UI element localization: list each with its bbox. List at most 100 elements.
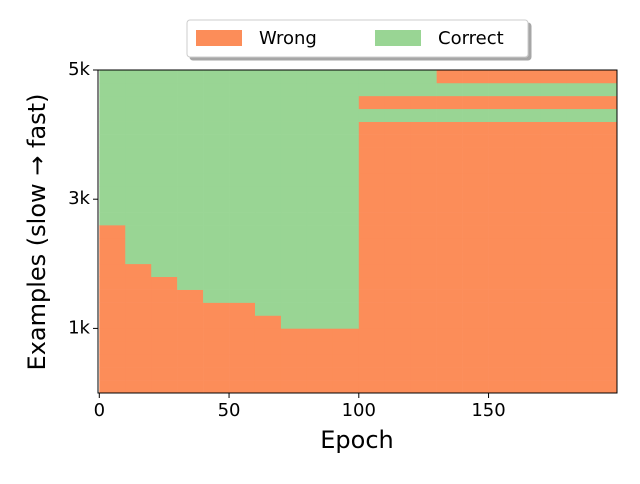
heatmap-cell (410, 160, 437, 174)
heatmap-cell (410, 302, 437, 316)
heatmap-cell (254, 237, 282, 252)
heatmap-cell (514, 328, 541, 342)
heatmap-cell (384, 225, 411, 239)
heatmap-cell (410, 328, 437, 342)
heatmap-cell (514, 250, 541, 265)
heatmap-cell (306, 263, 334, 278)
heatmap-cell (488, 160, 515, 174)
heatmap-cell (488, 70, 515, 84)
heatmap-cell (540, 225, 567, 239)
heatmap-cell (332, 263, 360, 278)
heatmap-cell (332, 108, 360, 122)
heatmap-cell (203, 70, 230, 84)
heatmap-cell (151, 315, 178, 329)
heatmap-cell (99, 367, 126, 381)
legend-box (186, 19, 529, 58)
heatmap-cell (203, 328, 230, 342)
heatmap-cell (592, 121, 618, 135)
heatmap-cell (125, 82, 152, 97)
heatmap-cell (410, 95, 437, 110)
heatmap-cell (177, 108, 204, 122)
heatmap-cell (488, 263, 515, 278)
heatmap-cell (540, 108, 567, 122)
heatmap-cell (358, 134, 386, 148)
heatmap-cell (488, 367, 515, 381)
heatmap-cell (540, 70, 567, 84)
heatmap-cell (151, 302, 178, 316)
heatmap-cell (306, 367, 334, 381)
heatmap-cell (203, 147, 230, 161)
heatmap-cell (203, 367, 230, 381)
heatmap-cell (280, 225, 308, 239)
heatmap-cell (384, 276, 411, 290)
heatmap-cell (254, 225, 282, 239)
heatmap-cell (384, 237, 411, 252)
heatmap-cell (306, 225, 334, 239)
heatmap-cell (488, 354, 515, 368)
heatmap-cell (99, 341, 126, 355)
heatmap-cell (332, 82, 360, 97)
heatmap-cell (540, 147, 567, 161)
heatmap-cell (384, 147, 411, 161)
heatmap-cell (99, 82, 126, 97)
heatmap-cell (151, 341, 178, 355)
heatmap-cell (99, 225, 126, 239)
heatmap-cell (229, 212, 256, 226)
heatmap-cell (125, 70, 152, 84)
heatmap-cell (540, 237, 567, 252)
heatmap-cell (203, 289, 230, 303)
heatmap-cell (177, 70, 204, 84)
heatmap-cell (592, 95, 618, 110)
heatmap-cell (514, 302, 541, 316)
heatmap-cell (177, 367, 204, 381)
heatmap-cell (488, 147, 515, 161)
heatmap-cell (151, 250, 178, 265)
heatmap-cell (384, 354, 411, 368)
heatmap-cell (462, 276, 489, 290)
heatmap-cell (540, 160, 567, 174)
heatmap-cell (125, 237, 152, 252)
heatmap-cell (592, 250, 618, 265)
heatmap-cell (99, 95, 126, 110)
heatmap-cell (280, 199, 308, 213)
heatmap-cell (436, 173, 463, 187)
heatmap-cell (306, 380, 334, 394)
heatmap-cell (177, 341, 204, 355)
heatmap-cell (462, 225, 489, 239)
heatmap-cell (436, 380, 463, 394)
heatmap-cell (254, 354, 282, 368)
heatmap-cell (462, 108, 489, 122)
heatmap-cell (540, 276, 567, 290)
heatmap-cell (384, 134, 411, 148)
heatmap-cell (514, 173, 541, 187)
legend-label: Correct (438, 28, 504, 49)
heatmap-cell (514, 354, 541, 368)
legend-swatch (196, 30, 242, 46)
heatmap-cell (306, 302, 334, 316)
heatmap-cell (229, 173, 256, 187)
heatmap-cell (540, 263, 567, 278)
heatmap-cell (462, 302, 489, 316)
heatmap-cell (592, 225, 618, 239)
heatmap-cell (99, 263, 126, 278)
heatmap-cell (592, 237, 618, 252)
heatmap-cell (592, 328, 618, 342)
heatmap-cell (254, 289, 282, 303)
heatmap-cell (488, 134, 515, 148)
heatmap-cell (488, 237, 515, 252)
heatmap-cell (592, 134, 618, 148)
heatmap-cell (125, 160, 152, 174)
x-axis-label: Epoch (320, 426, 394, 454)
heatmap-cell (306, 289, 334, 303)
heatmap-cell (462, 199, 489, 213)
heatmap-cell (436, 302, 463, 316)
heatmap-cell (436, 160, 463, 174)
heatmap-cell (566, 367, 593, 381)
heatmap-cell (436, 225, 463, 239)
heatmap-cell (99, 289, 126, 303)
heatmap-cell (254, 315, 282, 329)
heatmap-cell (566, 70, 593, 84)
heatmap-cell (151, 82, 178, 97)
heatmap-cell (229, 70, 256, 84)
heatmap-cell (592, 173, 618, 187)
